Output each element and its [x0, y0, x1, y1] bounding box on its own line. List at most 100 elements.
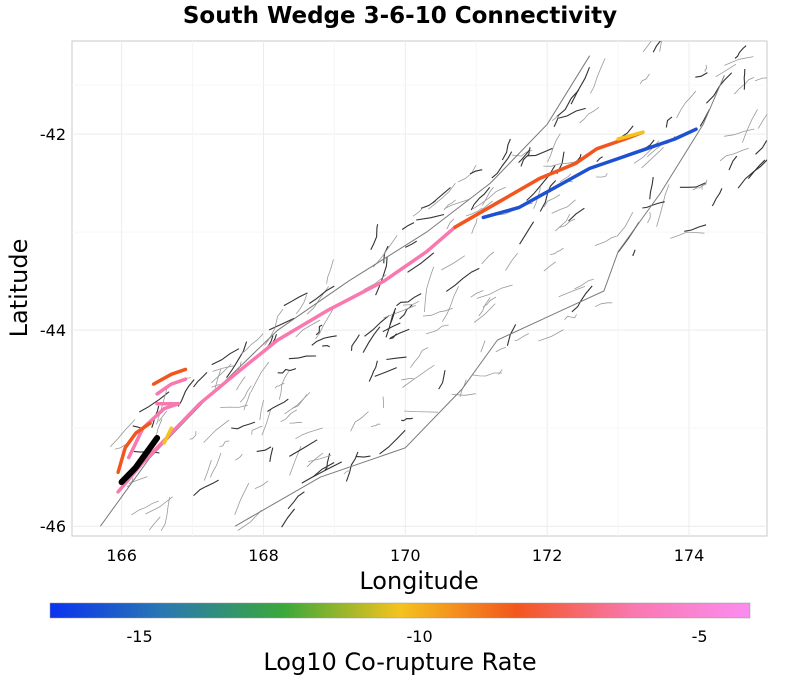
fault-trace [742, 109, 758, 143]
fault-trace [385, 307, 397, 338]
colorbar-tick-label: -5 [692, 627, 708, 646]
fault-trace [556, 89, 580, 117]
fault-trace [574, 278, 594, 290]
x-axis-label: Longitude [359, 567, 478, 595]
x-tick-label: 168 [248, 546, 279, 565]
highlighted-fault [481, 127, 698, 220]
fault-trace [407, 252, 435, 273]
fault-trace [363, 274, 387, 290]
highlighted-fault [118, 435, 161, 486]
background-fault-traces [99, 41, 767, 531]
colorbar-tick-label: -10 [407, 627, 433, 646]
fault-trace [641, 147, 664, 169]
fault-trace [457, 165, 477, 183]
fault-trace [571, 285, 593, 313]
fault-trace [422, 307, 453, 317]
colorbar-ticks: -15 -10 -5 [127, 627, 708, 646]
fault-trace [416, 213, 445, 221]
fault-trace [315, 324, 323, 336]
fault-trace [239, 385, 252, 403]
fault-trace [236, 376, 246, 391]
fault-trace [250, 361, 270, 393]
fault-trace [476, 284, 513, 299]
fault-trace [590, 58, 606, 94]
fault-trace [211, 348, 240, 366]
fault-trace [743, 68, 746, 90]
fault-trace [570, 66, 591, 105]
fault-trace [145, 496, 173, 515]
fault-trace [410, 347, 429, 368]
fault-trace [237, 510, 262, 531]
fault-trace [568, 207, 585, 222]
fault-trace [701, 179, 708, 190]
fault-trace [432, 187, 451, 204]
fault-trace [472, 186, 506, 210]
fault-trace [139, 391, 170, 413]
fault-trace [254, 480, 269, 489]
fault-trace [403, 300, 420, 306]
highlighted-fault [616, 130, 645, 141]
fault-trace [495, 347, 507, 353]
fault-trace [734, 77, 755, 95]
fault-trace [287, 491, 305, 510]
fault-trace [734, 45, 747, 59]
fault-trace [553, 117, 559, 128]
fault-trace [259, 399, 264, 421]
fault-trace [547, 133, 561, 163]
fault-trace [444, 198, 470, 209]
grid-lines [72, 41, 767, 536]
fault-trace [704, 64, 708, 72]
fault-trace [400, 377, 415, 381]
x-tick-label: 174 [674, 546, 705, 565]
fault-trace [737, 159, 767, 189]
fault-trace [289, 421, 303, 424]
fault-trace [558, 107, 586, 119]
fault-trace [114, 444, 126, 450]
fault-trace [350, 334, 360, 351]
fault-trace [728, 155, 738, 171]
fault-trace [527, 147, 553, 157]
fault-trace [158, 410, 168, 422]
highlighted-fault [162, 426, 174, 445]
fault-trace [226, 341, 248, 379]
fault-trace [676, 90, 697, 119]
fault-trace [261, 409, 272, 436]
fault-trace [281, 508, 296, 528]
y-tick-label: -44 [40, 321, 66, 340]
colorbar-tick-label: -15 [127, 627, 153, 646]
fault-trace [368, 360, 378, 382]
fault-trace [389, 333, 398, 340]
fault-trace [383, 305, 416, 319]
fault-trace [308, 285, 335, 304]
fault-trace [189, 431, 197, 440]
fault-trace [251, 425, 263, 435]
fault-trace [543, 261, 557, 272]
fault-trace [284, 392, 311, 415]
colorbar-label: Log10 Co-rupture Rate [263, 648, 536, 676]
fault-trace [160, 497, 170, 531]
fault-trace [425, 324, 449, 335]
fault-trace [283, 292, 308, 307]
fault-trace [679, 182, 707, 188]
fault-trace [519, 221, 535, 245]
fault-trace [412, 207, 424, 217]
fault-trace [212, 365, 234, 372]
fault-trace [379, 429, 406, 455]
fault-trace [559, 173, 572, 183]
fault-trace [594, 235, 617, 246]
fault-trace [288, 355, 317, 360]
fault-trace [642, 41, 652, 53]
fault-trace [343, 470, 350, 475]
highlighted-fault [126, 401, 181, 460]
fault-trace [311, 335, 337, 346]
fault-trace [481, 251, 495, 265]
fault-trace [308, 454, 332, 462]
fault-trace [396, 293, 422, 307]
fault-trace [514, 333, 529, 341]
fault-trace [695, 72, 708, 78]
fault-trace [656, 184, 670, 227]
fault-trace [472, 372, 502, 377]
fault-trace [131, 500, 159, 516]
fault-trace [755, 140, 767, 155]
fault-trace [295, 294, 308, 314]
